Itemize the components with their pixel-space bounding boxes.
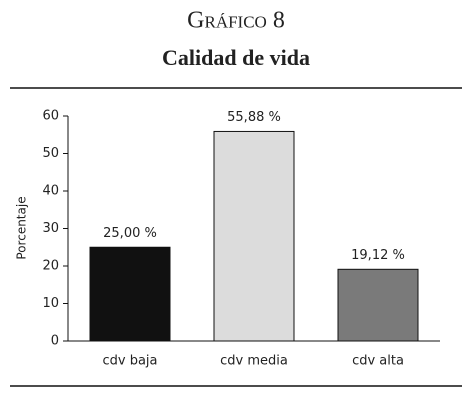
- y-tick-label: 40: [42, 184, 59, 199]
- x-tick-label: cdv media: [220, 354, 288, 369]
- bar: [337, 268, 419, 342]
- value-label: 55,88 %: [227, 110, 281, 125]
- x-tick-label: cdv baja: [102, 354, 157, 369]
- y-tick-label: 50: [42, 146, 59, 161]
- bar: [89, 246, 171, 342]
- y-tick-label: 0: [51, 334, 59, 349]
- bar: [213, 130, 295, 342]
- y-tick-label: 20: [42, 259, 59, 274]
- value-label: 19,12 %: [351, 248, 405, 263]
- y-tick-label: 10: [42, 296, 59, 311]
- x-tick-label: cdv alta: [352, 354, 404, 369]
- y-tick-label: 60: [42, 109, 59, 124]
- value-label: 25,00 %: [103, 226, 157, 241]
- y-axis-label: Porcentaje: [15, 196, 29, 259]
- y-tick-label: 30: [42, 221, 59, 236]
- chart-subtitle: Calidad de vida: [162, 45, 310, 70]
- chart-title: Gráfico 8: [187, 8, 285, 34]
